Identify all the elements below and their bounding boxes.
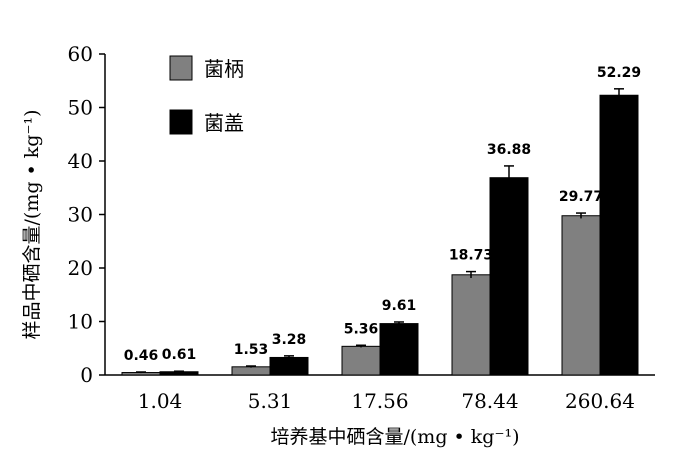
legend-swatch-cap — [169, 109, 193, 135]
legend-label: 菌柄 — [204, 57, 244, 81]
bar-stipe — [231, 366, 271, 376]
bar-cap — [379, 323, 419, 376]
bar-cap — [599, 94, 639, 376]
y-tick-label: 40 — [68, 149, 93, 173]
value-label: 3.28 — [272, 332, 307, 348]
bar-stipe — [561, 215, 601, 376]
x-axis-title: 培养基中硒含量/(mg • kg⁻¹) — [270, 426, 519, 448]
y-tick-label: 10 — [68, 310, 93, 334]
bar-stipe — [451, 274, 491, 376]
y-tick-label: 60 — [68, 42, 93, 66]
value-label: 18.73 — [449, 248, 493, 264]
bars — [121, 88, 639, 376]
bar-cap — [489, 177, 529, 376]
x-tick-label: 17.56 — [351, 389, 408, 413]
y-axis-title: 样品中硒含量/(mg • kg⁻¹) — [21, 109, 43, 339]
x-axis-ticks: 1.04 5.31 17.56 78.44 260.64 — [138, 389, 635, 413]
y-tick-label: 50 — [68, 96, 93, 120]
x-tick-label: 260.64 — [565, 389, 635, 413]
x-tick-label: 1.04 — [138, 389, 183, 413]
value-label: 1.53 — [234, 342, 269, 358]
bar-stipe — [341, 345, 381, 376]
value-label: 9.61 — [382, 298, 417, 314]
y-tick-label: 0 — [80, 363, 93, 387]
y-tick-label: 20 — [68, 256, 93, 280]
value-labels: 0.46 0.61 1.533.28 5.369.61 18.73 36.88 29.77 5… — [124, 65, 641, 364]
x-tick-label: 78.44 — [461, 389, 518, 413]
bar-cap — [269, 356, 309, 376]
value-label: 0.61 — [162, 347, 197, 363]
legend-swatch-stipe — [169, 55, 193, 81]
value-label: 36.88 — [487, 142, 531, 158]
value-label: 5.36 — [344, 321, 379, 337]
value-label: 0.46 — [124, 348, 159, 364]
value-label: 52.29 — [597, 65, 641, 81]
legend-label: 菌盖 — [204, 111, 244, 135]
value-label: 29.77 — [559, 189, 603, 205]
x-tick-label: 5.31 — [248, 389, 293, 413]
y-tick-label: 30 — [68, 203, 93, 227]
y-axis-ticks: 0 10 20 30 40 50 60 — [68, 42, 105, 387]
